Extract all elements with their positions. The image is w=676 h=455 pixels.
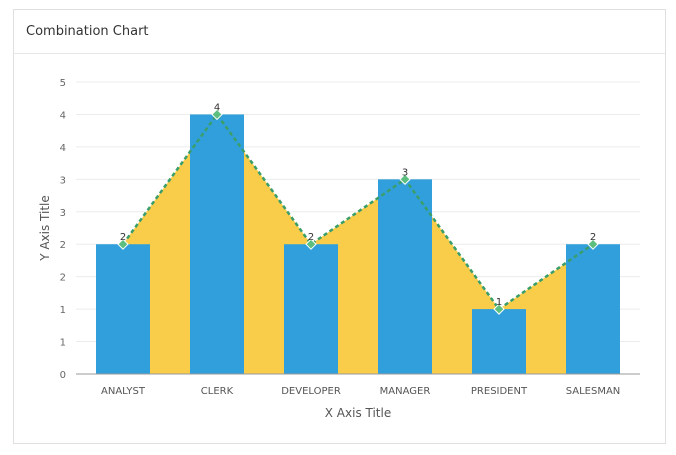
data-label: 2 — [120, 232, 126, 243]
card-header: Combination Chart — [14, 10, 665, 54]
y-tick-label: 2 — [60, 240, 66, 251]
bar-clerk — [190, 114, 244, 374]
y-tick-label: 3 — [60, 208, 66, 219]
y-tick-label: 2 — [60, 273, 66, 284]
data-label: 2 — [590, 232, 596, 243]
data-label: 1 — [496, 297, 502, 308]
line-series — [121, 112, 594, 311]
line-marker — [399, 173, 411, 186]
x-tick-label: PRESIDENT — [471, 386, 528, 397]
y-tick-label: 4 — [60, 143, 66, 154]
card-title: Combination Chart — [26, 24, 149, 39]
y-tick-label: 1 — [60, 338, 66, 349]
data-label: 4 — [214, 102, 220, 113]
bar-analyst — [96, 244, 150, 374]
line-marker — [211, 108, 223, 121]
data-label: 2 — [308, 232, 314, 243]
x-tick-label: MANAGER — [380, 386, 431, 397]
line-marker — [305, 238, 317, 250]
line-marker — [587, 238, 599, 250]
y-tick-label: 0 — [60, 370, 66, 381]
y-tick-label: 5 — [60, 78, 66, 89]
line-marker — [493, 303, 505, 315]
line-marker — [117, 238, 129, 250]
y-tick-label: 3 — [60, 175, 66, 186]
x-tick-label: ANALYST — [101, 386, 146, 397]
bar-president — [472, 309, 526, 374]
x-tick-label: DEVELOPER — [281, 386, 341, 397]
y-tick-label: 1 — [60, 305, 66, 316]
bar-developer — [284, 244, 338, 374]
data-label: 3 — [402, 167, 408, 178]
x-tick-label: SALESMAN — [566, 386, 621, 397]
bar-manager — [378, 179, 432, 374]
x-tick-label: CLERK — [201, 386, 234, 397]
y-axis-title: Y Axis Title — [38, 195, 52, 262]
y-tick-label: 4 — [60, 110, 66, 121]
x-axis-title: X Axis Title — [325, 406, 391, 420]
bar-salesman — [566, 244, 620, 374]
